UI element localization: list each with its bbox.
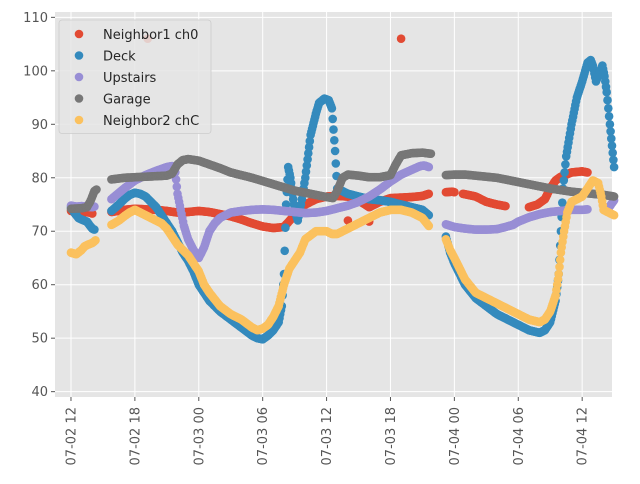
x-tick-label: 07-03 18 [384, 407, 399, 465]
legend-box [58, 19, 212, 134]
data-point [609, 162, 619, 172]
data-point [328, 114, 338, 124]
legend-marker [74, 51, 84, 60]
y-tick-label: 110 [23, 11, 48, 26]
data-point [607, 134, 616, 143]
x-tick-label: 07-02 12 [64, 407, 79, 465]
data-point [331, 159, 341, 168]
data-point [424, 221, 434, 231]
data-point [602, 87, 611, 97]
data-point [88, 209, 97, 218]
data-point [554, 269, 563, 279]
data-point [609, 155, 618, 165]
legend-marker [74, 72, 84, 82]
x-tick-label: 07-04 12 [576, 407, 591, 465]
data-point [172, 182, 182, 191]
series-4 [66, 176, 619, 335]
data-point [604, 104, 613, 113]
data-point [327, 104, 337, 113]
data-point [330, 146, 340, 156]
y-tick-label: 50 [31, 332, 48, 347]
legend-marker [74, 115, 84, 125]
y-tick-label: 80 [31, 171, 48, 186]
data-point [329, 125, 338, 134]
x-tick-label: 07-03 00 [192, 407, 207, 465]
y-tick-label: 40 [31, 385, 48, 400]
data-point [424, 162, 434, 172]
data-points [66, 34, 619, 344]
data-point [343, 216, 353, 225]
x-tick-label: 07-04 06 [512, 407, 527, 465]
data-point [426, 149, 436, 158]
data-point [424, 189, 434, 199]
data-point [281, 223, 290, 232]
data-point [91, 236, 100, 245]
data-point [90, 225, 99, 234]
series-3 [66, 148, 619, 214]
legend-marker [74, 29, 84, 39]
data-point [605, 120, 615, 129]
y-tick-label: 90 [31, 118, 48, 133]
data-point [607, 141, 617, 150]
data-point [583, 168, 592, 177]
y-tick-label: 60 [31, 278, 48, 293]
data-point [561, 160, 570, 169]
data-point [330, 136, 339, 145]
axes: 40 50 60 70 80 90 100 110 07-02 12 07-02 18 07-03 … [23, 11, 591, 466]
legend-label: Deck [103, 50, 136, 65]
x-tick-label: 07-03 06 [256, 407, 271, 465]
data-point [608, 148, 617, 158]
x-tick-label: 07-04 00 [448, 407, 463, 465]
data-point [555, 262, 564, 272]
data-point [501, 201, 510, 211]
data-point [280, 246, 290, 256]
data-point [606, 127, 615, 136]
series-1 [66, 55, 619, 344]
data-point [560, 168, 569, 177]
legend: Neighbor1 ch0 Deck Upstairs Garage Neighbor2… [58, 19, 212, 134]
data-point [603, 95, 612, 105]
legend-label: Upstairs [103, 71, 157, 86]
x-tick-label: 07-03 12 [320, 407, 335, 465]
data-point [604, 112, 614, 121]
x-tick-label: 07-02 18 [128, 407, 143, 465]
legend-label: Garage [103, 93, 151, 108]
data-point [583, 205, 592, 214]
y-tick-label: 70 [31, 225, 48, 240]
data-point [555, 255, 565, 265]
data-point [92, 185, 101, 194]
data-point [559, 176, 569, 185]
y-tick-label: 100 [23, 64, 48, 79]
data-point [396, 34, 406, 43]
legend-label: Neighbor2 chC [103, 114, 199, 129]
data-point [609, 192, 619, 201]
data-point [450, 187, 459, 197]
legend-label: Neighbor1 ch0 [103, 28, 198, 43]
data-point [609, 210, 619, 220]
data-point [558, 198, 567, 207]
legend-marker [74, 94, 84, 103]
